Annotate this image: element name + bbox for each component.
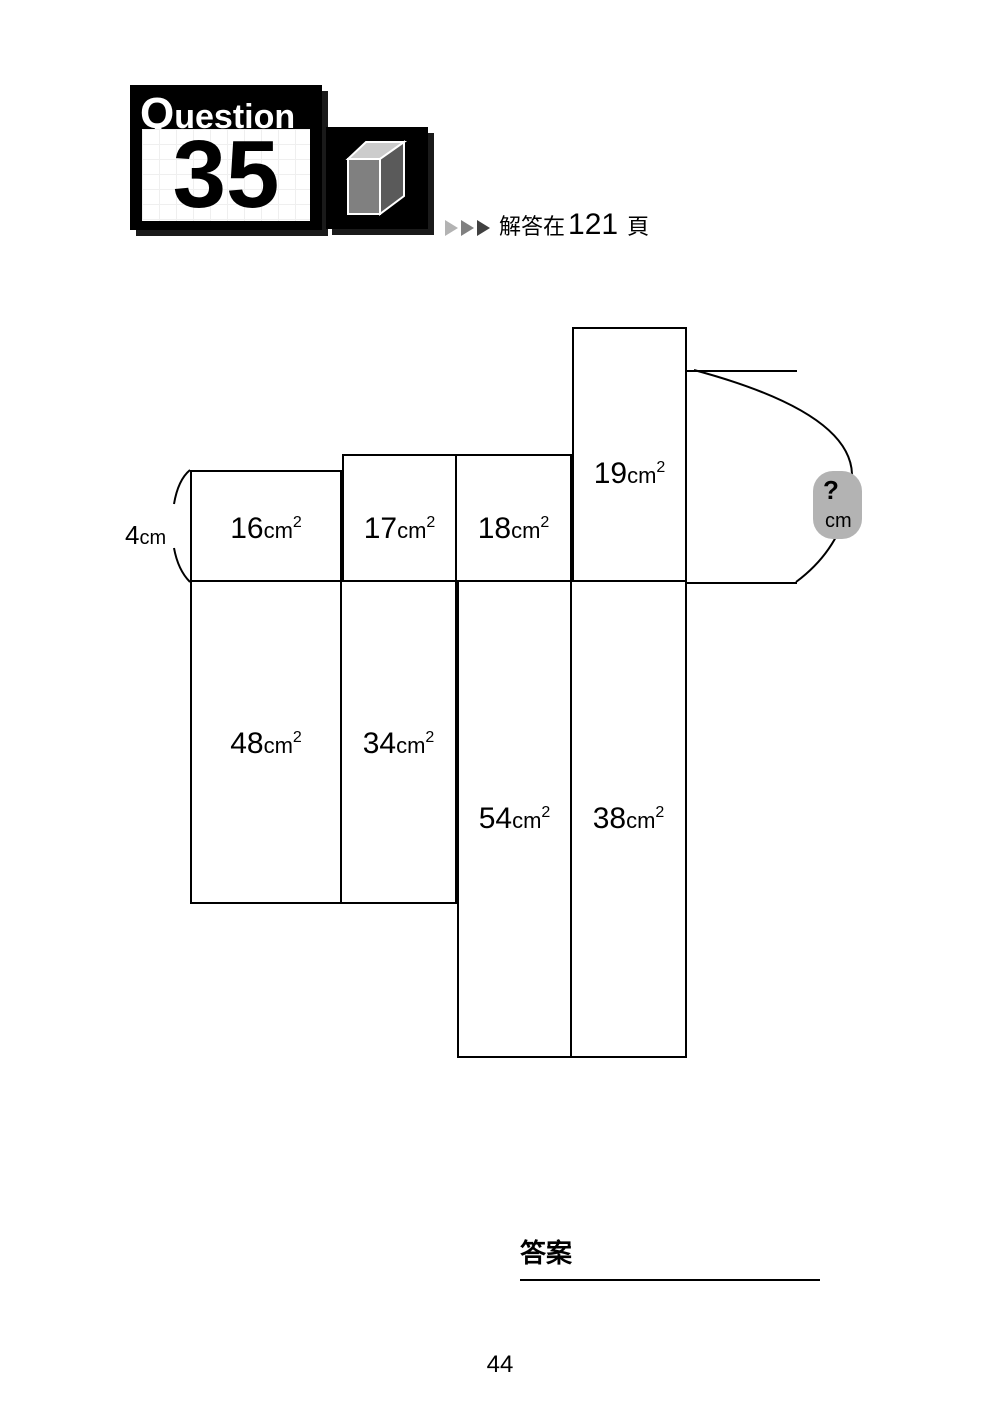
answer-field: 答案 [520, 1233, 572, 1270]
page-number: 44 [0, 1351, 1000, 1379]
answer-ref-suffix: 頁 [627, 209, 649, 241]
triangle-icon [445, 220, 458, 236]
box-38: 38cm2 [572, 582, 687, 1058]
box-38-label: 38cm2 [572, 802, 685, 836]
badge-bg: Question 35 [130, 85, 322, 230]
box-17: 17cm2 [342, 454, 457, 582]
box-19: 19cm2 [572, 327, 687, 582]
box-54-label: 54cm2 [459, 802, 570, 836]
box-48-label: 48cm2 [192, 727, 340, 761]
cube-icon [336, 134, 420, 222]
question-badge: Question 35 [130, 85, 322, 230]
question-number: 35 [142, 129, 310, 221]
box-54: 54cm2 [457, 582, 572, 1058]
triangle-icon [461, 220, 474, 236]
box-16: 16cm2 [190, 470, 342, 582]
box-16-label: 16cm2 [192, 512, 340, 546]
box-34: 34cm2 [342, 582, 457, 904]
box-17-label: 17cm2 [344, 512, 455, 546]
answer-label: 答案 [520, 1238, 572, 1268]
side-4cm-arcs [168, 466, 198, 586]
triangle-icon [477, 220, 490, 236]
box-34-label: 34cm2 [342, 727, 455, 761]
question-number-box: 35 [142, 129, 310, 221]
answer-line [520, 1279, 820, 1281]
box-18: 18cm2 [457, 454, 572, 582]
answer-reference: 解答在 121 頁 [445, 208, 649, 242]
box-19-label: 19cm2 [574, 457, 685, 491]
box-18-label: 18cm2 [457, 512, 570, 546]
answer-ref-page: 121 [568, 208, 618, 242]
box-48: 48cm2 [190, 582, 342, 904]
answer-ref-text: 解答在 [499, 209, 565, 241]
unknown-length-badge: ?cm [813, 471, 862, 539]
side-length-4cm: 4cm [125, 520, 166, 551]
